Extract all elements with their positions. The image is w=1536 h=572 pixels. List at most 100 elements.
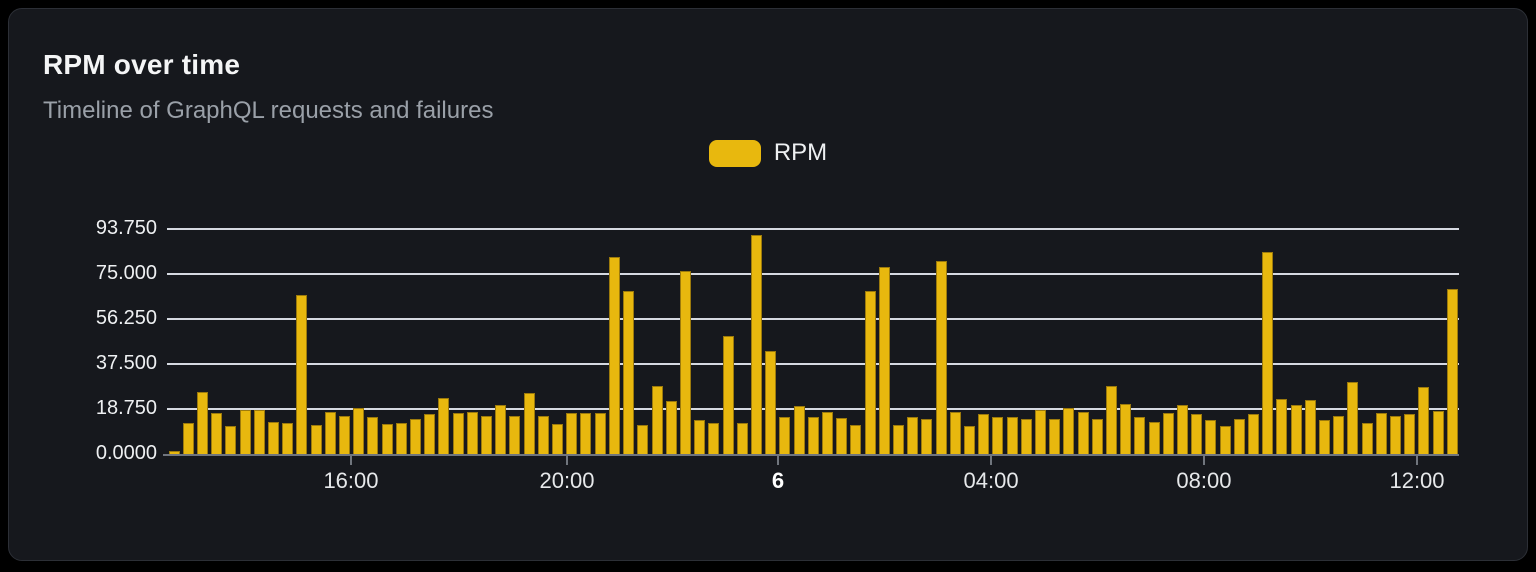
bar[interactable] bbox=[1134, 416, 1146, 454]
bar[interactable] bbox=[1191, 414, 1203, 454]
bar[interactable] bbox=[1418, 386, 1430, 454]
x-axis-line bbox=[163, 454, 1459, 456]
bar[interactable] bbox=[168, 451, 180, 454]
bar[interactable] bbox=[864, 290, 876, 454]
bar[interactable] bbox=[452, 413, 464, 454]
bar[interactable] bbox=[1148, 421, 1160, 454]
bar[interactable] bbox=[282, 422, 294, 454]
bar[interactable] bbox=[268, 421, 280, 454]
bar[interactable] bbox=[495, 404, 507, 454]
bar[interactable] bbox=[1034, 409, 1046, 454]
bar[interactable] bbox=[481, 415, 493, 454]
bar[interactable] bbox=[1304, 399, 1316, 454]
bar[interactable] bbox=[580, 413, 592, 454]
x-axis-label: 12:00 bbox=[1389, 468, 1445, 493]
bar[interactable] bbox=[310, 425, 322, 454]
bar[interactable] bbox=[608, 257, 620, 454]
bar[interactable] bbox=[182, 422, 194, 454]
bar-slot bbox=[1289, 221, 1303, 454]
bar[interactable] bbox=[466, 411, 478, 454]
bar[interactable] bbox=[878, 266, 890, 454]
bar[interactable] bbox=[651, 385, 663, 454]
bar[interactable] bbox=[1276, 398, 1288, 454]
bar[interactable] bbox=[978, 414, 990, 454]
bar[interactable] bbox=[1219, 426, 1231, 454]
bar[interactable] bbox=[509, 415, 521, 454]
bar[interactable] bbox=[665, 401, 677, 454]
bar[interactable] bbox=[353, 408, 365, 454]
bar[interactable] bbox=[1177, 404, 1189, 454]
bar[interactable] bbox=[537, 415, 549, 454]
bar[interactable] bbox=[381, 423, 393, 454]
bar[interactable] bbox=[892, 425, 904, 454]
legend-item-rpm[interactable]: RPM bbox=[708, 139, 828, 167]
bar[interactable] bbox=[395, 422, 407, 454]
bar[interactable] bbox=[907, 416, 919, 454]
bar[interactable] bbox=[1432, 410, 1444, 454]
bar[interactable] bbox=[750, 235, 762, 454]
bar[interactable] bbox=[949, 411, 961, 454]
bar[interactable] bbox=[1390, 415, 1402, 454]
bar[interactable] bbox=[367, 416, 379, 454]
bar[interactable] bbox=[296, 295, 308, 454]
x-axis-tick bbox=[990, 456, 993, 465]
bar[interactable] bbox=[708, 422, 720, 454]
bar[interactable] bbox=[1290, 404, 1302, 454]
bar[interactable] bbox=[1361, 422, 1373, 454]
bar[interactable] bbox=[1106, 385, 1117, 454]
bar[interactable] bbox=[438, 397, 450, 454]
bar[interactable] bbox=[935, 260, 947, 454]
bar[interactable] bbox=[1248, 414, 1260, 454]
bar-slot bbox=[1190, 221, 1204, 454]
bar[interactable] bbox=[594, 413, 606, 454]
bar[interactable] bbox=[197, 391, 208, 454]
bar[interactable] bbox=[1120, 403, 1132, 454]
bar[interactable] bbox=[1262, 252, 1274, 454]
bar[interactable] bbox=[239, 409, 251, 454]
bar[interactable] bbox=[1006, 416, 1018, 454]
bar-slot bbox=[210, 221, 224, 454]
bar[interactable] bbox=[1077, 411, 1089, 454]
bar[interactable] bbox=[1091, 419, 1103, 454]
bar[interactable] bbox=[1446, 289, 1458, 454]
bar[interactable] bbox=[793, 405, 805, 454]
bar[interactable] bbox=[1404, 414, 1416, 454]
bar[interactable] bbox=[1375, 413, 1387, 454]
bar[interactable] bbox=[424, 414, 436, 454]
bar[interactable] bbox=[679, 271, 691, 454]
bar[interactable] bbox=[1319, 420, 1331, 454]
bar[interactable] bbox=[765, 350, 777, 454]
bar[interactable] bbox=[1063, 408, 1075, 454]
bar-slot bbox=[266, 221, 280, 454]
bar[interactable] bbox=[921, 419, 933, 454]
bar[interactable] bbox=[992, 416, 1004, 454]
bar[interactable] bbox=[736, 422, 748, 454]
bar[interactable] bbox=[637, 425, 649, 454]
bar[interactable] bbox=[779, 416, 791, 454]
bar[interactable] bbox=[225, 426, 237, 454]
legend-label-rpm: RPM bbox=[773, 139, 828, 166]
bar[interactable] bbox=[694, 420, 706, 454]
bar[interactable] bbox=[552, 423, 564, 454]
bar[interactable] bbox=[324, 411, 336, 454]
bar[interactable] bbox=[821, 411, 833, 454]
bar[interactable] bbox=[1205, 420, 1217, 454]
bar[interactable] bbox=[253, 409, 265, 454]
bar[interactable] bbox=[1020, 419, 1032, 454]
bar[interactable] bbox=[566, 413, 578, 454]
bar[interactable] bbox=[1233, 419, 1245, 454]
bar[interactable] bbox=[523, 392, 535, 454]
bar[interactable] bbox=[1162, 413, 1174, 454]
bar[interactable] bbox=[1333, 415, 1345, 454]
bar[interactable] bbox=[1347, 381, 1359, 454]
bar[interactable] bbox=[850, 425, 862, 454]
bar[interactable] bbox=[722, 336, 734, 454]
bar[interactable] bbox=[963, 426, 975, 454]
bar[interactable] bbox=[211, 413, 223, 454]
bar[interactable] bbox=[836, 417, 848, 454]
bar[interactable] bbox=[807, 416, 819, 454]
bar[interactable] bbox=[1049, 419, 1061, 454]
bar[interactable] bbox=[410, 419, 422, 454]
bar[interactable] bbox=[623, 290, 635, 454]
bar[interactable] bbox=[339, 415, 351, 454]
